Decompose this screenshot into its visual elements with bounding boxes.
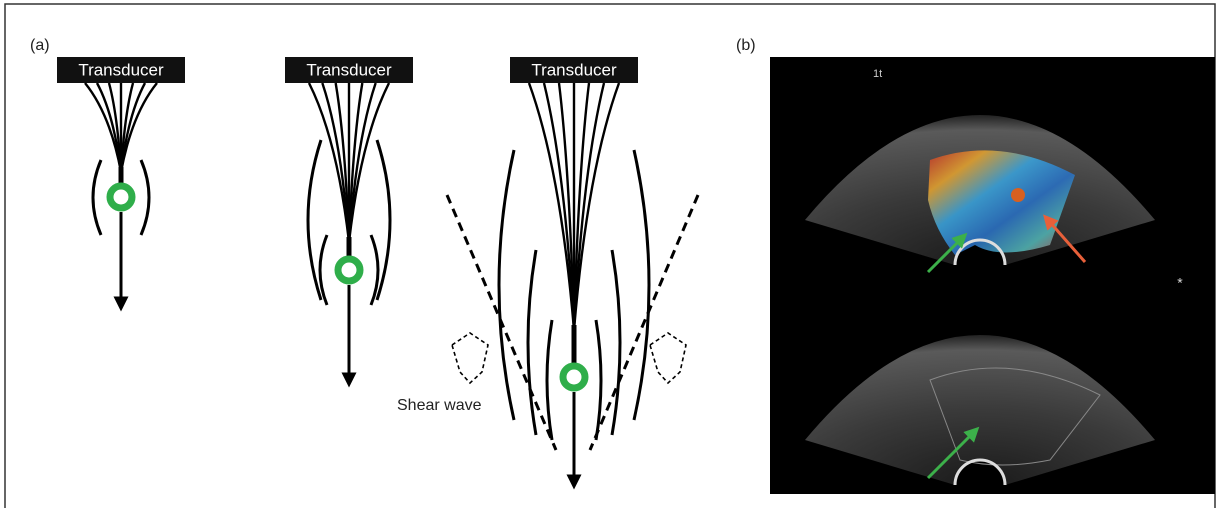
propagation-arrow <box>452 333 488 383</box>
lesion <box>1011 188 1025 202</box>
image-text: 1t <box>873 68 882 80</box>
beam <box>336 83 349 242</box>
panel-label: (a) <box>30 37 50 54</box>
wave-arc <box>499 150 514 420</box>
ultrasound-image: * 1t <box>770 57 1215 494</box>
figure: (a) (b) Transducer Transducer Transducer S… <box>0 0 1219 508</box>
beam <box>559 83 574 330</box>
transducer-label: Transducer <box>306 60 392 79</box>
wave-arc <box>612 250 620 435</box>
shear-wave-diagrams: Transducer Transducer Transducer <box>57 57 649 482</box>
focal-point <box>110 186 132 208</box>
beam <box>109 83 121 172</box>
wave-arc <box>93 160 101 235</box>
focal-point <box>563 366 585 388</box>
wave-arc <box>141 160 149 235</box>
focal-point <box>338 259 360 281</box>
wave-arc <box>634 150 649 420</box>
wave-arc <box>528 250 536 435</box>
propagation-arrow <box>650 333 686 383</box>
freeze-icon: * <box>1177 275 1183 291</box>
wave-arc <box>547 320 552 440</box>
transducer-label: Transducer <box>531 60 617 79</box>
wavefront <box>590 195 698 450</box>
wave-arc <box>320 235 327 305</box>
panel-label: (b) <box>736 37 756 54</box>
shear-wave-label: Shear wave <box>397 397 482 414</box>
transducer-label: Transducer <box>78 60 164 79</box>
wave-arc <box>371 235 378 305</box>
